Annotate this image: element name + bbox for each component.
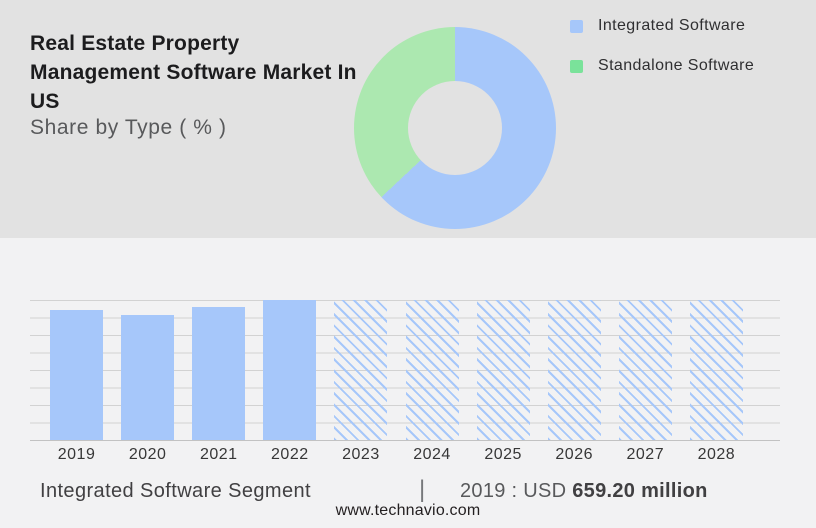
x-label-2019: 2019 [57, 446, 96, 463]
x-label-2025: 2025 [484, 446, 522, 463]
bar-2022 [263, 300, 317, 440]
bar-slot-2024 [396, 300, 467, 440]
x-label-2023: 2023 [342, 446, 380, 463]
bar-2027-forecast [618, 300, 672, 440]
bar-2025-forecast [476, 300, 530, 440]
legend-item-integrated-software: Integrated Software [570, 15, 754, 37]
segment-caption: Integrated Software Segment [40, 480, 311, 502]
bar-slot-2028 [681, 300, 752, 440]
caption-value: 2019 : USD 659.20 million [460, 480, 708, 503]
bar-2019 [50, 309, 104, 440]
x-label-2024: 2024 [413, 446, 451, 463]
donut-chart [354, 27, 556, 229]
chart-subtitle: Share by Type ( % ) [30, 116, 227, 139]
bar-2024-forecast [405, 300, 459, 440]
bar-slot-2027 [610, 300, 681, 440]
bar-2026-forecast [547, 300, 601, 440]
legend-item-standalone-software: Standalone Software [570, 55, 754, 77]
x-label-2020: 2020 [128, 446, 167, 463]
bar-slot-2020 [112, 300, 183, 440]
bar-slot-2026 [539, 300, 610, 440]
bar-slot-2025 [468, 300, 539, 440]
caption-value-prefix: 2019 : USD [460, 480, 573, 502]
legend-swatch-icon [570, 59, 583, 73]
legend-label: Integrated Software [598, 17, 746, 34]
x-label-2027: 2027 [626, 446, 665, 463]
caption-separator: | [419, 476, 426, 503]
x-label-2022: 2022 [271, 446, 309, 463]
bar-2028-forecast [689, 300, 743, 440]
legend-label: Standalone Software [598, 57, 755, 74]
bar-2023-forecast [334, 300, 388, 440]
x-label-2021: 2021 [199, 446, 238, 463]
bar-slot-2023 [325, 300, 396, 440]
title-line-2: Management Software Market In [30, 61, 357, 84]
bar-2021 [192, 307, 246, 440]
x-axis-labels: 2019 2020 2021 2022 2023 2024 2025 2026 2027 2028 [41, 446, 752, 464]
page-title: Real Estate Property Management Software… [30, 29, 400, 116]
legend-swatch-icon [570, 19, 583, 33]
website-url: www.technavio.com [335, 502, 481, 519]
bar-slot-2022 [254, 300, 325, 440]
bar-slot-2019 [41, 300, 112, 440]
legend: Integrated Software Standalone Software [570, 15, 754, 95]
x-label-2028: 2028 [697, 446, 736, 463]
x-label-2026: 2026 [555, 446, 593, 463]
title-line-1: Real Estate Property [30, 32, 240, 55]
caption-value-amount: 659.20 million [572, 480, 708, 502]
bar-2020 [121, 315, 175, 440]
bar-slot-2021 [183, 300, 254, 440]
bar-chart [41, 300, 752, 440]
title-line-3: US [30, 90, 60, 113]
